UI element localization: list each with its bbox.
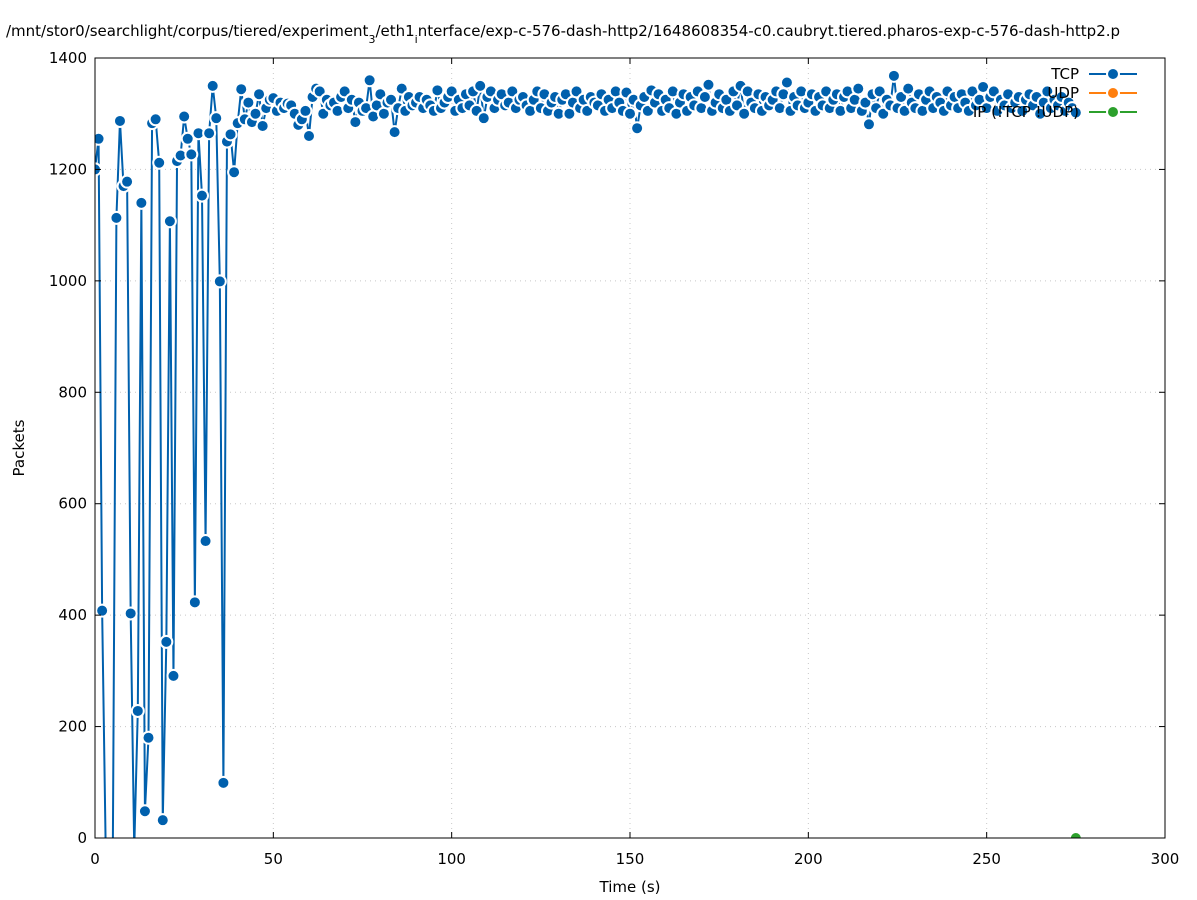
data-point xyxy=(202,126,217,141)
data-point xyxy=(212,274,227,289)
y-tick-label: 1400 xyxy=(49,49,87,67)
y-axis-label: Packets xyxy=(10,419,28,476)
data-point xyxy=(348,115,363,130)
data-point xyxy=(886,68,901,83)
y-tick-label: 800 xyxy=(58,383,87,401)
x-tick-label: 300 xyxy=(1151,850,1180,868)
chart-title: /mnt/stor0/searchlight/corpus/tiered/exp… xyxy=(6,22,1120,46)
data-point xyxy=(476,111,491,126)
data-point xyxy=(187,595,202,610)
data-point xyxy=(430,83,445,98)
data-point xyxy=(227,165,242,180)
data-point xyxy=(148,112,163,127)
data-point xyxy=(180,131,195,146)
data-point xyxy=(198,534,213,549)
data-point xyxy=(120,174,135,189)
plot-area xyxy=(95,68,1083,855)
data-point xyxy=(216,775,231,790)
data-point xyxy=(697,90,712,104)
series-line xyxy=(95,75,1077,838)
data-point xyxy=(162,214,177,229)
data-point xyxy=(107,843,119,855)
data-point xyxy=(701,77,716,92)
data-point xyxy=(184,147,199,162)
data-point xyxy=(234,82,249,97)
y-tick-label: 1000 xyxy=(49,272,87,290)
data-point xyxy=(209,111,224,126)
data-point xyxy=(112,113,127,128)
x-axis-label: Time (s) xyxy=(599,878,661,896)
data-point xyxy=(623,106,637,121)
data-point xyxy=(159,634,174,649)
data-point xyxy=(177,109,192,124)
data-point xyxy=(205,78,220,93)
x-tick-label: 150 xyxy=(616,850,645,868)
data-point xyxy=(109,210,124,225)
data-point xyxy=(141,730,156,745)
y-tick-label: 200 xyxy=(58,718,87,736)
data-point xyxy=(737,106,752,121)
ticks: 0 50 100 150 200 250 300 0 200 400 600 800 1000 1200 1… xyxy=(49,49,1180,868)
x-tick-label: 0 xyxy=(90,850,100,868)
data-point xyxy=(302,129,316,143)
data-point xyxy=(195,188,209,203)
data-point xyxy=(137,804,152,819)
data-point xyxy=(861,117,876,132)
grid xyxy=(94,57,1166,839)
title-part: nterface/exp-c-576-dash-http2/1648608354… xyxy=(418,22,1120,40)
title-part: 3 xyxy=(368,33,375,46)
data-point xyxy=(779,75,794,90)
title-part: /mnt/stor0/searchlight/corpus/tiered/exp… xyxy=(6,22,369,40)
y-tick-label: 400 xyxy=(58,606,87,624)
data-point xyxy=(100,843,112,855)
legend-label: TCP xyxy=(1050,65,1079,83)
data-point xyxy=(128,843,140,855)
y-tick-label: 1200 xyxy=(49,160,87,178)
data-point xyxy=(166,668,181,683)
data-point xyxy=(223,127,238,142)
data-point xyxy=(95,603,110,618)
x-tick-label: 250 xyxy=(972,850,1001,868)
data-point xyxy=(252,87,267,102)
data-point xyxy=(1068,831,1083,838)
y-tick-label: 0 xyxy=(77,829,87,847)
data-point xyxy=(630,121,645,136)
data-point xyxy=(95,131,106,146)
x-tick-label: 50 xyxy=(264,850,283,868)
data-point xyxy=(152,155,167,170)
data-point xyxy=(851,81,866,96)
data-point xyxy=(298,103,313,118)
legend-marker xyxy=(1106,105,1120,119)
data-point xyxy=(901,81,916,96)
y-tick-label: 600 xyxy=(58,495,87,513)
data-point xyxy=(1068,105,1083,120)
title-part: /eth1 xyxy=(375,22,414,40)
data-point xyxy=(387,125,402,140)
legend-label: UDP xyxy=(1047,84,1079,102)
legend-label: IP (!TCP !UDP) xyxy=(973,103,1079,121)
data-point xyxy=(103,843,115,855)
data-point xyxy=(130,703,145,718)
x-tick-label: 200 xyxy=(794,850,823,868)
data-point xyxy=(123,606,138,621)
data-point xyxy=(155,813,170,828)
data-point xyxy=(241,95,256,110)
data-point xyxy=(362,73,377,88)
title-part: i xyxy=(415,33,418,46)
x-tick-label: 100 xyxy=(437,850,466,868)
legend-marker xyxy=(1106,86,1120,100)
data-point xyxy=(134,195,149,210)
legend-marker xyxy=(1106,67,1120,81)
data-point xyxy=(473,78,488,93)
data-point xyxy=(248,106,263,121)
data-point xyxy=(255,118,270,133)
